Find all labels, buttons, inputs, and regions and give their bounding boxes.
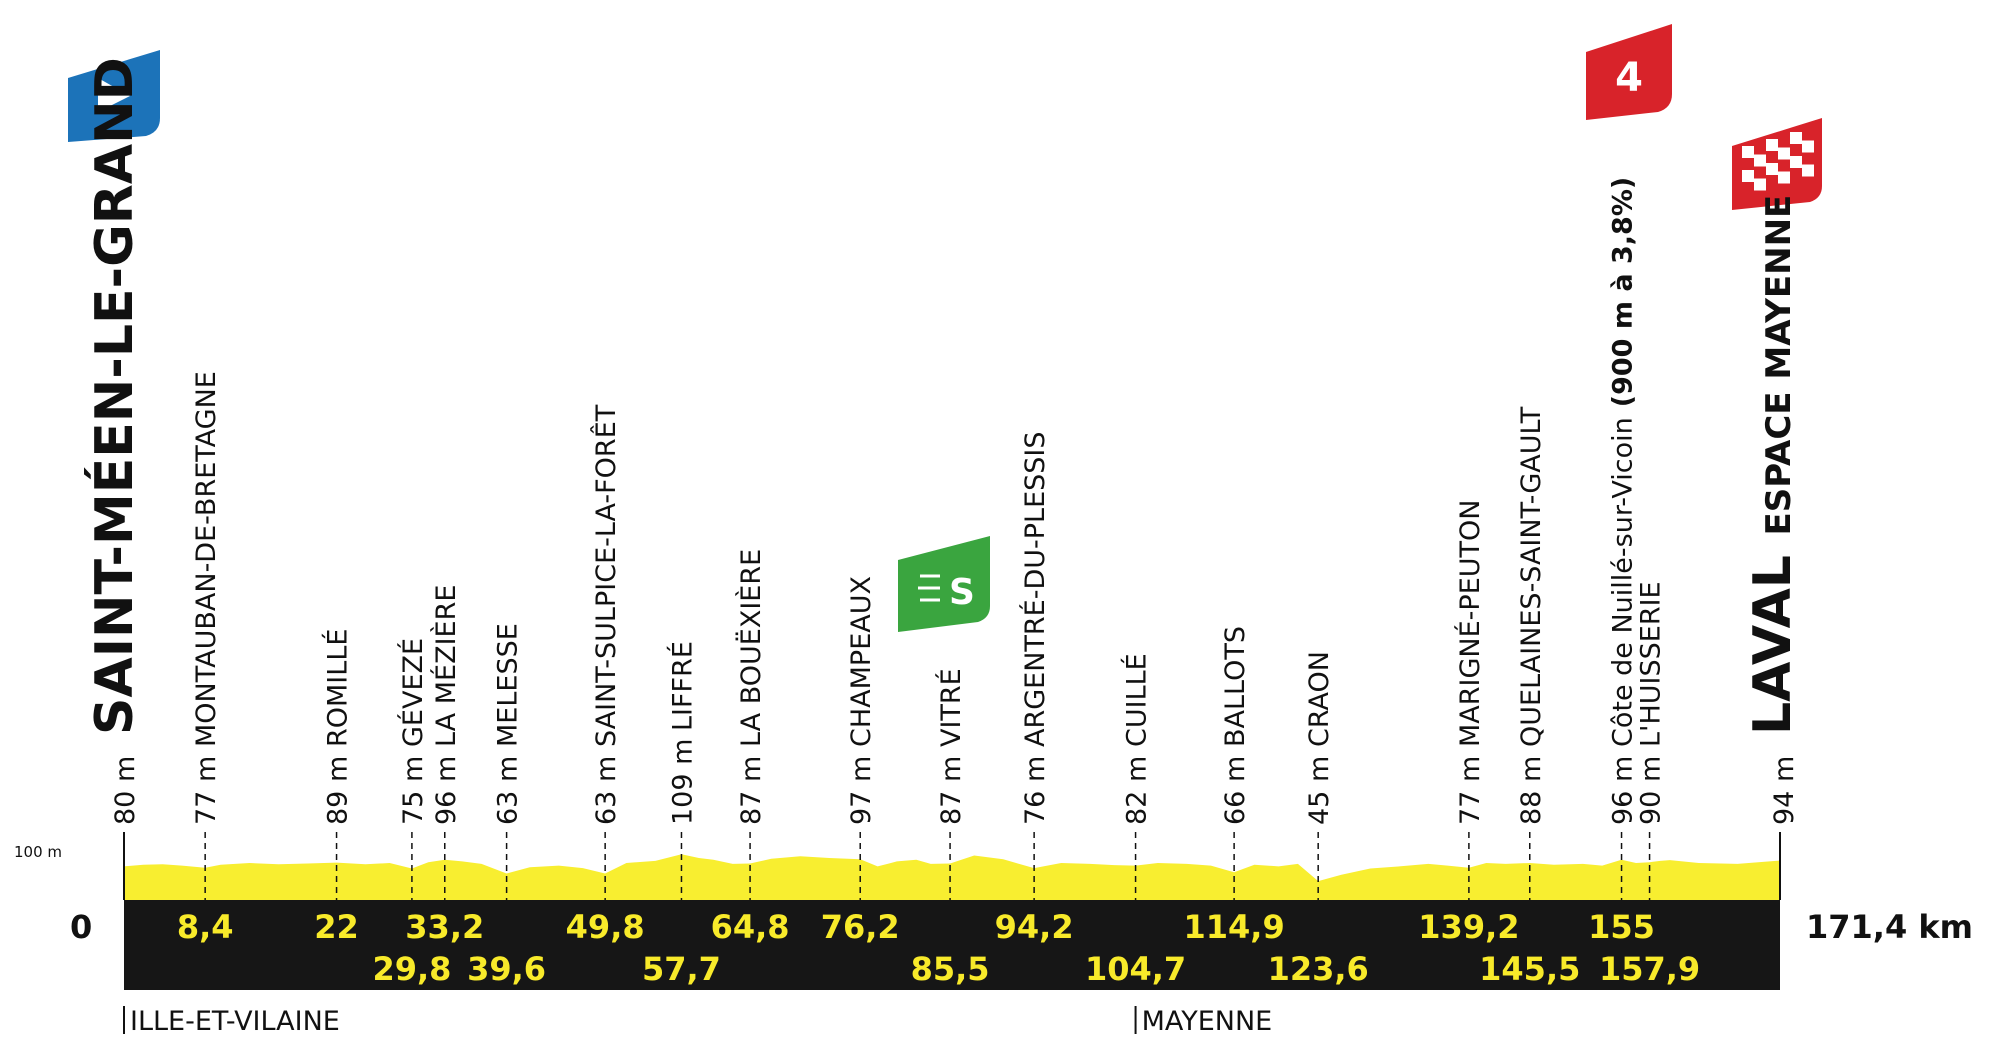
waypoint-name: LA BOUËXIÈRE xyxy=(735,549,767,747)
waypoint-km-label: 123,6 xyxy=(1268,950,1369,988)
region-label: MAYENNE xyxy=(1142,1006,1273,1037)
checker-square xyxy=(1766,139,1778,151)
finish-venue-label: ESPACE MAYENNE xyxy=(1759,195,1799,536)
waypoint-elevation: 66 m xyxy=(1220,756,1251,825)
checker-square xyxy=(1754,154,1766,167)
waypoint-name: CRAON xyxy=(1304,651,1335,747)
waypoint-km-label: 114,9 xyxy=(1184,908,1285,946)
waypoint-name: VITRÉ xyxy=(935,668,967,747)
climb-category-4-icon: 4 xyxy=(1586,24,1672,120)
waypoint-elevation: 96 m xyxy=(431,756,462,825)
waypoint-name: ARGENTRÉ-DU-PLESSIS xyxy=(1019,431,1051,747)
waypoint-km-label: 22 xyxy=(314,908,359,946)
waypoint-km-label: 85,5 xyxy=(911,950,990,988)
region-label: ILLE-ET-VILAINE xyxy=(130,1006,340,1037)
waypoint-elevation: 45 m xyxy=(1304,756,1335,825)
waypoint-name: BALLOTS xyxy=(1220,626,1251,747)
waypoint-name: MARIGNÉ-PEUTON xyxy=(1454,500,1486,747)
waypoint-name: CUILLÉ xyxy=(1121,653,1153,747)
waypoint-elevation: 96 m xyxy=(1608,756,1639,825)
checker-square xyxy=(1790,132,1802,144)
start-town-elevation: 80 m xyxy=(110,756,141,825)
checker-square xyxy=(1742,170,1754,182)
waypoint-km-label: 33,2 xyxy=(405,908,484,946)
total-distance-label: 171,4 km xyxy=(1806,908,1973,946)
checker-square xyxy=(1802,140,1814,153)
waypoint-elevation: 77 m xyxy=(1455,756,1486,825)
waypoint-elevation: 88 m xyxy=(1516,756,1547,825)
waypoint-km-label: 39,6 xyxy=(467,950,546,988)
waypoint-elevation: 75 m xyxy=(398,756,429,825)
waypoint-elevation: 77 m xyxy=(191,756,222,825)
sprint-flag-label: S xyxy=(949,572,975,613)
waypoint-name: L'HUISSERIE xyxy=(1636,581,1667,747)
waypoint-km-label: 57,7 xyxy=(642,950,721,988)
waypoint-name: QUELAINES-SAINT-GAULT xyxy=(1516,406,1547,747)
waypoint-km-label: 104,7 xyxy=(1085,950,1186,988)
waypoint-elevation: 63 m xyxy=(591,756,622,825)
waypoint-name: LA MÉZIÈRE xyxy=(430,585,462,747)
waypoint-km-label: 94,2 xyxy=(995,908,1074,946)
waypoint-km-label: 64,8 xyxy=(711,908,790,946)
waypoint-elevation: 90 m xyxy=(1636,756,1667,825)
checker-square xyxy=(1778,147,1790,160)
checker-square xyxy=(1802,164,1814,177)
waypoint-name: MONTAUBAN-DE-BRETAGNE xyxy=(191,371,222,747)
checker-square xyxy=(1790,156,1802,168)
waypoint-name: GÉVEZÉ xyxy=(397,638,429,747)
start-distance-label: 0 xyxy=(70,908,92,946)
waypoint-km-label: 155 xyxy=(1588,908,1655,946)
waypoint-name: SAINT-SULPICE-LA-FORÊT xyxy=(590,404,622,747)
altitude-scale-label: 100 m xyxy=(14,843,62,861)
elevation-profile-area xyxy=(124,854,1780,900)
climb-category-label: 4 xyxy=(1615,55,1643,101)
finish-town-elevation: 94 m xyxy=(1769,756,1800,825)
waypoint-name: MELESSE xyxy=(493,623,524,747)
waypoint-elevation: 63 m xyxy=(493,756,524,825)
checker-square xyxy=(1766,163,1778,175)
waypoint-km-label: 8,4 xyxy=(177,908,234,946)
waypoint-elevation: 97 m xyxy=(846,756,877,825)
checkered-finish-flag-icon xyxy=(1732,118,1822,210)
waypoint-name: Côte de Nuillé-sur-Vicoin(900 m à 3,8%) xyxy=(1608,177,1639,747)
finish-town-label: LAVAL xyxy=(1743,555,1803,735)
checker-square xyxy=(1754,178,1766,191)
waypoint-km-label: 49,8 xyxy=(566,908,645,946)
start-play-flag-icon xyxy=(68,50,160,142)
waypoint-elevation: 87 m xyxy=(736,756,767,825)
waypoint-name: LIFFRÉ xyxy=(666,641,698,731)
start-town-name: SAINT-MÉEN-LE-GRAND xyxy=(84,57,145,735)
waypoint-km-label: 139,2 xyxy=(1418,908,1519,946)
checker-square xyxy=(1742,146,1754,158)
waypoint-elevation: 87 m xyxy=(936,756,967,825)
waypoint-km-label: 29,8 xyxy=(372,950,451,988)
waypoint-name: ROMILLÉ xyxy=(322,629,354,747)
waypoint-elevation: 76 m xyxy=(1020,756,1051,825)
waypoint-elevation: 109 m xyxy=(667,739,698,825)
checker-square xyxy=(1778,171,1790,184)
waypoint-elevation: 89 m xyxy=(323,756,354,825)
waypoint-km-label: 76,2 xyxy=(821,908,900,946)
intermediate-sprint-icon: S xyxy=(898,536,990,632)
waypoint-name: CHAMPEAUX xyxy=(846,576,877,747)
waypoint-elevation: 82 m xyxy=(1122,756,1153,825)
waypoint-km-label: 157,9 xyxy=(1599,950,1700,988)
distance-band xyxy=(124,900,1780,990)
finish-town-name: LAVAL ESPACE MAYENNE xyxy=(1743,195,1803,735)
waypoint-km-label: 145,5 xyxy=(1479,950,1580,988)
